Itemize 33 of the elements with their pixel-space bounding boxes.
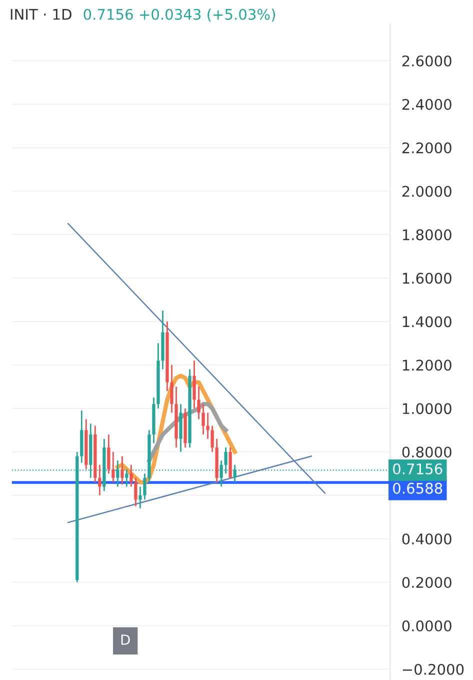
y-tick-label: 2.6000 xyxy=(402,55,452,66)
candlestick xyxy=(107,434,110,474)
candlestick xyxy=(98,464,102,496)
candlestick xyxy=(192,360,196,410)
y-tick-label: 0.4000 xyxy=(402,533,452,545)
y-tick-label: 0.0000 xyxy=(402,620,452,632)
y-tick-label: 1.2000 xyxy=(402,360,452,371)
y-tick-label: 0.2000 xyxy=(402,576,452,588)
ref-line-label: 0.6588 xyxy=(393,482,442,494)
candlestick xyxy=(202,403,205,436)
y-tick-label: −0.2000 xyxy=(402,664,464,675)
y-tick-label: 1.4000 xyxy=(402,316,452,328)
chart-subtitle: 0.7156 +0.0343 (+5.03%) xyxy=(84,8,275,22)
candlestick xyxy=(134,477,138,507)
candlestick xyxy=(197,386,200,420)
candlestick xyxy=(138,486,142,510)
y-tick-label: 0.8000 xyxy=(402,446,452,458)
candlestick xyxy=(112,451,115,483)
chart-title: INIT · 1D xyxy=(10,9,72,20)
y-tick-label: 1.8000 xyxy=(402,229,452,240)
candlestick xyxy=(120,456,124,486)
y-tick-label: 2.4000 xyxy=(402,98,452,110)
annotation: D xyxy=(121,634,130,645)
y-tick-label: 1.0000 xyxy=(402,403,452,414)
ref-line-label: 0.7156 xyxy=(393,463,442,474)
y-tick-label: 2.2000 xyxy=(402,142,452,154)
candlestick xyxy=(143,472,146,500)
candlestick xyxy=(170,364,174,414)
y-tick-label: 1.6000 xyxy=(402,272,452,284)
y-tick-label: 2.0000 xyxy=(402,186,452,197)
candlestick xyxy=(130,464,133,488)
candlestick xyxy=(210,425,214,453)
candlestick xyxy=(206,412,210,440)
